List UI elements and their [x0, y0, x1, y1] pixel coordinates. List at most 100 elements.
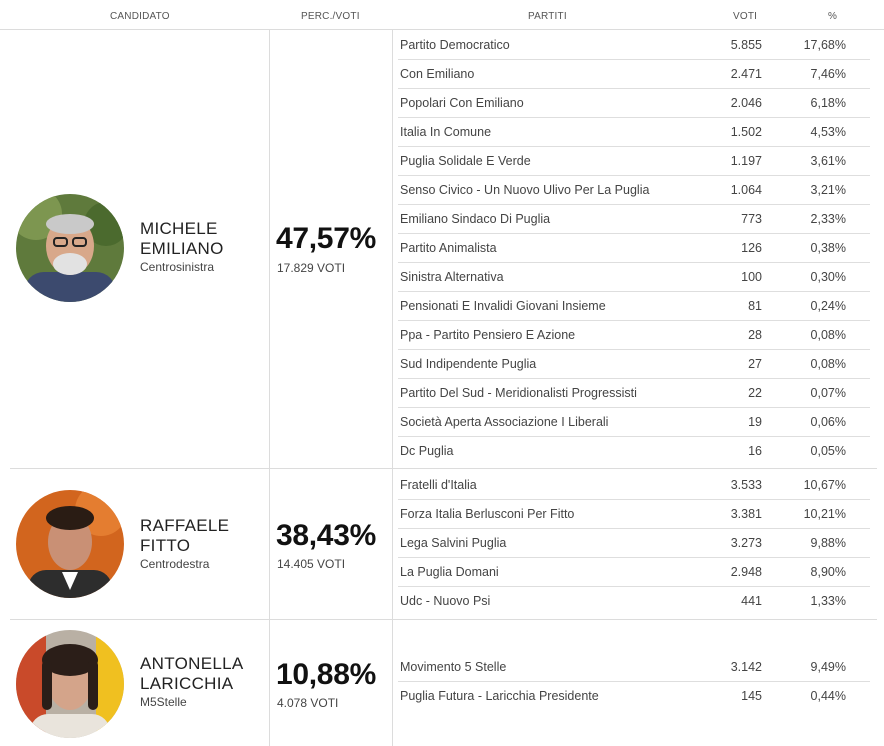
- party-percentage: 8,90%: [810, 565, 846, 579]
- party-name: Puglia Solidale E Verde: [400, 154, 531, 168]
- header-perc-voti: PERC./VOTI: [301, 11, 360, 22]
- party-name: Con Emiliano: [400, 67, 475, 81]
- candidate-block-laricchia: ANTONELLA LARICCHIA M5Stelle 10,88% 4.07…: [10, 620, 877, 746]
- party-row: Lega Salvini Puglia 3.273 9,88%: [398, 529, 870, 558]
- party-votes: 1.502: [730, 125, 762, 139]
- party-name: Dc Puglia: [400, 444, 454, 458]
- party-row: Con Emiliano 2.471 7,46%: [398, 60, 870, 89]
- party-name: Puglia Futura - Laricchia Presidente: [400, 689, 599, 703]
- party-votes: 2.948: [730, 565, 762, 579]
- party-percentage: 0,05%: [810, 444, 846, 458]
- candidate-coalition: Centrosinistra: [140, 260, 215, 274]
- party-percentage: 0,30%: [810, 270, 846, 284]
- party-row: Movimento 5 Stelle 3.142 9,49%: [398, 653, 870, 682]
- party-percentage: 1,33%: [810, 594, 846, 608]
- party-percentage: 10,67%: [803, 478, 846, 492]
- party-votes: 1.064: [730, 183, 762, 197]
- party-votes: 126: [741, 241, 762, 255]
- party-votes: 1.197: [730, 154, 762, 168]
- party-percentage: 0,07%: [810, 386, 846, 400]
- party-name: Partito Democratico: [400, 38, 510, 52]
- party-votes: 2.046: [730, 96, 762, 110]
- party-name: Pensionati E Invalidi Giovani Insieme: [400, 299, 606, 313]
- party-percentage: 0,06%: [810, 415, 846, 429]
- candidate-photo: [16, 194, 124, 302]
- party-row: Sinistra Alternativa 100 0,30%: [398, 263, 870, 292]
- party-name: Popolari Con Emiliano: [400, 96, 524, 110]
- party-votes: 16: [748, 444, 762, 458]
- party-votes: 5.855: [730, 38, 762, 52]
- candidate-coalition: Centrodestra: [140, 557, 210, 571]
- party-row: Dc Puglia 16 0,05%: [398, 437, 870, 465]
- candidate-percentage: 47,57%: [276, 222, 376, 255]
- party-row: Puglia Futura - Laricchia Presidente 145 0…: [398, 682, 870, 710]
- party-percentage: 2,33%: [810, 212, 846, 226]
- party-name: Fratelli d'Italia: [400, 478, 477, 492]
- party-votes: 3.533: [730, 478, 762, 492]
- party-name: Udc - Nuovo Psi: [400, 594, 491, 608]
- candidate-name: MICHELE EMILIANO: [140, 219, 224, 258]
- party-row: Popolari Con Emiliano 2.046 6,18%: [398, 89, 870, 118]
- party-row: Sud Indipendente Puglia 27 0,08%: [398, 350, 870, 379]
- party-name: Italia In Comune: [400, 125, 492, 139]
- party-percentage: 0,08%: [810, 328, 846, 342]
- candidate-coalition: M5Stelle: [140, 695, 187, 709]
- party-votes: 28: [748, 328, 762, 342]
- party-row: Emiliano Sindaco Di Puglia 773 2,33%: [398, 205, 870, 234]
- party-name: Sud Indipendente Puglia: [400, 357, 537, 371]
- party-percentage: 0,08%: [810, 357, 846, 371]
- party-name: Ppa - Partito Pensiero E Azione: [400, 328, 576, 342]
- party-row: Forza Italia Berlusconi Per Fitto 3.381 10…: [398, 500, 870, 529]
- party-votes: 3.381: [730, 507, 762, 521]
- party-percentage: 4,53%: [810, 125, 846, 139]
- party-name: Emiliano Sindaco Di Puglia: [400, 212, 551, 226]
- party-name: Società Aperta Associazione I Liberali: [400, 415, 609, 429]
- header-percent: %: [828, 11, 838, 22]
- party-row: Partito Del Sud - Meridionalisti Progres…: [398, 379, 870, 408]
- party-percentage: 10,21%: [803, 507, 846, 521]
- column-divider: [269, 620, 270, 746]
- party-percentage: 9,49%: [810, 660, 846, 674]
- column-divider: [392, 620, 393, 746]
- party-name: Senso Civico - Un Nuovo Ulivo Per La Pug…: [400, 183, 650, 197]
- party-percentage: 0,38%: [810, 241, 846, 255]
- party-row: La Puglia Domani 2.948 8,90%: [398, 558, 870, 587]
- party-votes: 22: [748, 386, 762, 400]
- party-row: Pensionati E Invalidi Giovani Insieme 81 0…: [398, 292, 870, 321]
- candidate-name: RAFFAELE FITTO: [140, 516, 230, 555]
- party-votes: 100: [741, 270, 762, 284]
- party-row: Partito Democratico 5.855 17,68%: [398, 31, 870, 60]
- party-row: Italia In Comune 1.502 4,53%: [398, 118, 870, 147]
- party-name: Sinistra Alternativa: [400, 270, 504, 284]
- party-percentage: 0,44%: [810, 689, 846, 703]
- party-name: Lega Salvini Puglia: [400, 536, 507, 550]
- party-row: Fratelli d'Italia 3.533 10,67%: [398, 471, 870, 500]
- party-name: Movimento 5 Stelle: [400, 660, 507, 674]
- party-votes: 145: [741, 689, 762, 703]
- party-votes: 2.471: [730, 67, 762, 81]
- candidate-block-emiliano: MICHELE EMILIANO Centrosinistra 47,57% 1…: [10, 29, 877, 469]
- party-percentage: 17,68%: [803, 38, 846, 52]
- party-percentage: 3,61%: [810, 154, 846, 168]
- party-votes: 3.273: [730, 536, 762, 550]
- party-percentage: 3,21%: [810, 183, 846, 197]
- party-percentage: 9,88%: [810, 536, 846, 550]
- candidate-votes: 17.829 VOTI: [277, 261, 346, 275]
- party-name: Forza Italia Berlusconi Per Fitto: [400, 507, 575, 521]
- column-divider: [269, 29, 270, 468]
- party-row: Ppa - Partito Pensiero E Azione 28 0,08%: [398, 321, 870, 350]
- party-votes: 3.142: [730, 660, 762, 674]
- candidate-percentage: 38,43%: [276, 519, 376, 552]
- party-percentage: 7,46%: [810, 67, 846, 81]
- party-name: Partito Del Sud - Meridionalisti Progres…: [400, 386, 637, 400]
- party-name: Partito Animalista: [400, 241, 497, 255]
- column-divider: [269, 469, 270, 619]
- party-row: Udc - Nuovo Psi 441 1,33%: [398, 587, 870, 615]
- party-row: Partito Animalista 126 0,38%: [398, 234, 870, 263]
- party-row: Società Aperta Associazione I Liberali 19…: [398, 408, 870, 437]
- party-name: La Puglia Domani: [400, 565, 499, 579]
- candidate-photo: [16, 490, 124, 598]
- header-candidato: CANDIDATO: [110, 11, 170, 22]
- candidate-photo: [16, 630, 124, 738]
- party-votes: 81: [748, 299, 762, 313]
